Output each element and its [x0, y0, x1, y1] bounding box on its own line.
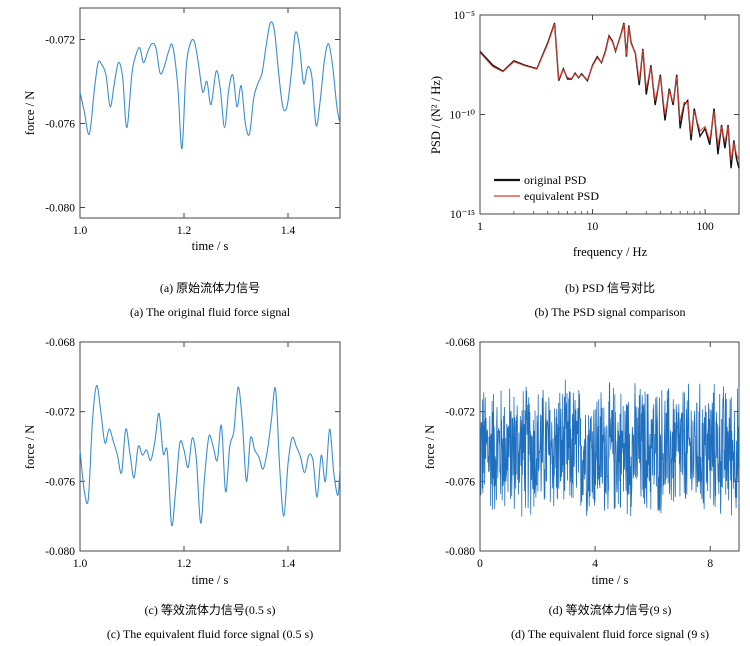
y-tick-label: -0.068	[445, 337, 475, 349]
panel-d-x-axis-label: time / s	[592, 573, 629, 587]
panel-d-equivalent-force-9s: -0.068 -0.072 -0.076 -0.080 0 4 8 time / s fo…	[423, 337, 740, 641]
panel-c-equivalent-force-05s: -0.068 -0.072 -0.076 -0.080 1.0 1.2 1.4 time …	[23, 337, 341, 641]
x-tick-label: 100	[696, 221, 714, 233]
panel-b-equivalent-psd-line	[479, 23, 740, 161]
y-tick-label: -0.076	[45, 476, 75, 488]
panel-b-caption-en: (b) The PSD signal comparison	[534, 305, 685, 319]
panel-c-x-axis-label: time / s	[192, 573, 229, 587]
panel-d-caption-cn: (d) 等效流体力信号(9 s)	[549, 602, 672, 617]
y-tick-label: -0.072	[445, 407, 475, 419]
panel-a-caption-cn: (a) 原始流体力信号	[160, 281, 260, 295]
panel-c-caption-cn: (c) 等效流体力信号(0.5 s)	[145, 602, 276, 617]
panel-a-force-series-line	[79, 21, 341, 150]
panel-b-original-psd-line	[479, 22, 740, 169]
panel-c-caption-en: (c) The equivalent fluid force signal (0…	[107, 627, 313, 641]
panel-d-caption-en: (d) The equivalent fluid force signal (9…	[511, 627, 709, 641]
x-tick-label: 1.2	[177, 558, 192, 570]
x-tick-label: 8	[707, 558, 713, 570]
legend-original-psd-label: original PSD	[524, 173, 587, 187]
y-tick-label: 10⁻¹⁰	[449, 110, 475, 122]
panel-d-x-ticks: 0 4 8	[477, 342, 713, 570]
y-tick-label: -0.068	[45, 337, 75, 349]
y-tick-label: 10⁻⁵	[453, 10, 475, 22]
panel-a-y-ticks: -0.072 -0.076 -0.080	[45, 35, 340, 215]
x-tick-label: 1.0	[73, 225, 88, 237]
panel-a-y-axis-label: force / N	[23, 91, 37, 135]
x-tick-label: 1.2	[177, 225, 192, 237]
panel-a-axes-frame	[79, 7, 341, 219]
x-tick-label: 1	[477, 221, 483, 233]
panel-d-y-axis-label: force / N	[423, 425, 437, 469]
panel-c-axes-frame	[79, 341, 341, 552]
panel-d-y-ticks: -0.068 -0.072 -0.076 -0.080	[445, 337, 739, 558]
y-tick-label: 10⁻¹⁵	[450, 209, 475, 221]
panel-c-y-ticks: -0.068 -0.072 -0.076 -0.080	[45, 337, 340, 558]
y-tick-label: -0.072	[45, 407, 75, 419]
panel-a-x-axis-label: time / s	[192, 239, 229, 253]
panel-b-x-axis-label: frequency / Hz	[573, 245, 648, 259]
x-tick-label: 10	[587, 221, 599, 233]
y-tick-label: -0.080	[45, 203, 75, 215]
panel-b-y-axis-label: PSD / (N² / Hz)	[429, 76, 443, 154]
legend-equivalent-psd-label: equivalent PSD	[524, 189, 599, 203]
panel-b-psd-comparison: 10⁻⁵ 10⁻¹⁰ 10⁻¹⁵ 1 10 100 original PSD equiv…	[429, 10, 740, 319]
panel-a-x-ticks: 1.0 1.2 1.4	[73, 8, 296, 237]
panel-b-y-ticks: 10⁻⁵ 10⁻¹⁰ 10⁻¹⁵	[449, 10, 739, 221]
y-tick-label: -0.080	[45, 546, 75, 558]
x-tick-label: 4	[592, 558, 598, 570]
y-tick-label: -0.080	[445, 546, 475, 558]
panel-b-legend: original PSD equivalent PSD	[494, 173, 599, 203]
x-tick-label: 1.4	[281, 558, 296, 570]
panel-c-force-series-line	[79, 384, 341, 527]
x-tick-label: 1.4	[281, 225, 296, 237]
panel-c-y-axis-label: force / N	[23, 425, 37, 469]
y-tick-label: -0.072	[45, 35, 75, 47]
panel-d-force-series-line	[479, 379, 740, 517]
panel-b-axes-frame	[479, 14, 740, 215]
panel-a-original-force: -0.072 -0.076 -0.080 1.0 1.2 1.4 time / s fo…	[23, 7, 341, 319]
x-tick-label: 1.0	[73, 558, 88, 570]
x-tick-label: 0	[477, 558, 483, 570]
y-tick-label: -0.076	[45, 119, 75, 131]
panel-c-x-ticks: 1.0 1.2 1.4	[73, 342, 296, 570]
panel-a-caption-en: (a) The original fluid force signal	[130, 305, 291, 319]
panel-b-x-ticks: 1 10 100	[477, 15, 740, 233]
panel-b-caption-cn: (b) PSD 信号对比	[565, 281, 655, 295]
y-tick-label: -0.076	[445, 476, 475, 488]
